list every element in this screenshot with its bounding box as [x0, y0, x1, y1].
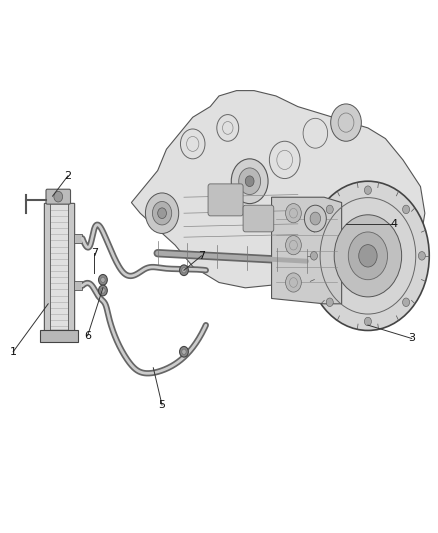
Circle shape — [101, 277, 105, 282]
Circle shape — [99, 274, 107, 285]
Circle shape — [403, 205, 410, 214]
Circle shape — [334, 215, 402, 297]
FancyBboxPatch shape — [208, 184, 243, 216]
Circle shape — [359, 245, 377, 267]
Circle shape — [418, 252, 425, 260]
Circle shape — [180, 346, 188, 357]
FancyBboxPatch shape — [40, 330, 78, 342]
Polygon shape — [131, 91, 425, 288]
Circle shape — [182, 349, 186, 354]
Circle shape — [348, 232, 388, 280]
Circle shape — [99, 285, 107, 296]
Circle shape — [364, 317, 371, 326]
Circle shape — [54, 191, 63, 202]
Circle shape — [326, 298, 333, 306]
Circle shape — [152, 201, 172, 225]
FancyBboxPatch shape — [44, 203, 74, 330]
Circle shape — [145, 193, 179, 233]
Circle shape — [231, 159, 268, 204]
Circle shape — [331, 104, 361, 141]
FancyBboxPatch shape — [74, 234, 82, 243]
FancyBboxPatch shape — [46, 189, 71, 204]
Circle shape — [310, 212, 321, 225]
FancyBboxPatch shape — [44, 203, 50, 330]
Circle shape — [364, 186, 371, 195]
Circle shape — [158, 208, 166, 219]
Circle shape — [239, 168, 261, 195]
Text: 7: 7 — [198, 251, 205, 261]
Text: 3: 3 — [408, 334, 415, 343]
Circle shape — [180, 265, 188, 276]
FancyBboxPatch shape — [243, 205, 274, 232]
Text: 5: 5 — [159, 400, 166, 410]
Circle shape — [326, 205, 333, 214]
Circle shape — [311, 252, 318, 260]
Circle shape — [101, 288, 105, 293]
Circle shape — [307, 181, 429, 330]
Circle shape — [286, 236, 301, 255]
Circle shape — [286, 204, 301, 223]
Circle shape — [245, 176, 254, 187]
FancyBboxPatch shape — [74, 281, 82, 290]
Circle shape — [182, 268, 186, 273]
Polygon shape — [272, 197, 342, 304]
Text: 6: 6 — [84, 331, 91, 341]
Text: 1: 1 — [10, 347, 17, 357]
Text: 4: 4 — [391, 219, 398, 229]
Text: 7: 7 — [91, 248, 98, 258]
FancyBboxPatch shape — [68, 203, 74, 330]
Circle shape — [286, 273, 301, 292]
Circle shape — [304, 205, 326, 232]
Circle shape — [403, 298, 410, 306]
Text: 2: 2 — [64, 171, 71, 181]
